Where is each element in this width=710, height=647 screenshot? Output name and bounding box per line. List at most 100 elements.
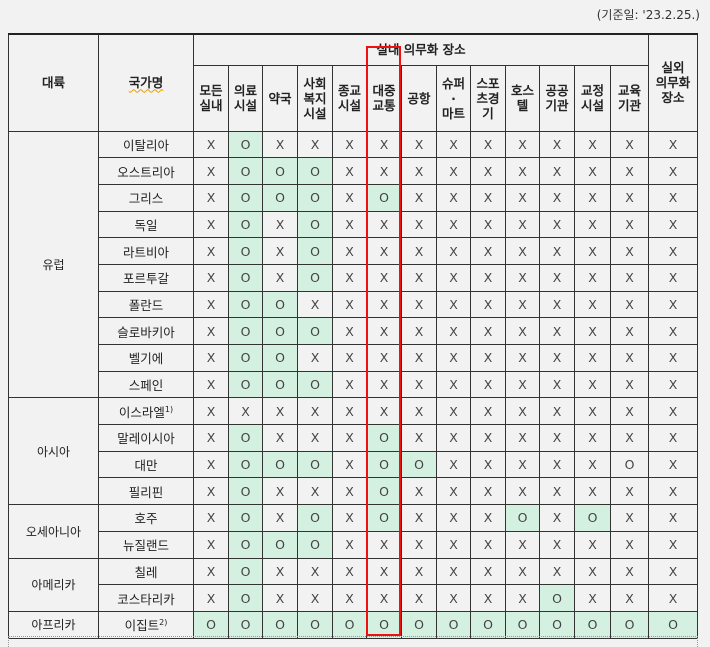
mandate-cell: X <box>436 290 471 319</box>
mandate-cell: X <box>648 183 698 212</box>
country-cell: 슬로바키아 <box>98 317 194 345</box>
mandate-cell: X <box>332 157 367 185</box>
header-continent: 대륙 <box>8 33 99 132</box>
mandate-cell: O <box>262 450 298 479</box>
mandate-cell: X <box>193 584 229 612</box>
mandate-cell: X <box>262 504 298 532</box>
mandate-cell: O <box>297 183 333 212</box>
mandate-cell: X <box>539 557 575 586</box>
mandate-cell: X <box>332 397 367 426</box>
mandate-cell: X <box>505 557 540 586</box>
mandate-cell: X <box>574 370 611 399</box>
mandate-cell: X <box>505 290 540 319</box>
mandate-cell: X <box>574 477 611 506</box>
mandate-cell: X <box>262 237 298 265</box>
mandate-cell: X <box>436 237 471 265</box>
mandate-cell: X <box>539 344 575 372</box>
mandate-cell: X <box>262 424 298 452</box>
mandate-cell: X <box>610 504 649 532</box>
mandate-cell: O <box>366 477 402 506</box>
mandate-cell: O <box>228 157 263 185</box>
mandate-cell: O <box>228 290 263 319</box>
mandate-cell: O <box>297 157 333 185</box>
mandate-cell: X <box>574 210 611 239</box>
mandate-cell: X <box>193 344 229 372</box>
mandate-cell: X <box>366 370 402 399</box>
mandate-cell: X <box>332 504 367 532</box>
mandate-cell: O <box>505 610 540 639</box>
mandate-cell: X <box>436 183 471 212</box>
mandate-cell: O <box>539 610 575 639</box>
continent-cell: 아메리카 <box>8 557 99 612</box>
mandate-cell: X <box>401 210 437 239</box>
mask-mandate-table: 대륙 국가명 실내 의무화 장소 실외 의무화 장소 모든 실내 의료 시설 약국 사회 복지 시… <box>8 33 698 639</box>
mandate-cell: X <box>470 424 506 452</box>
mandate-cell: X <box>193 290 229 319</box>
mandate-cell: X <box>436 397 471 426</box>
mandate-cell: X <box>366 317 402 345</box>
header-indoor-group: 실내 의무화 장소 <box>193 33 649 66</box>
mandate-cell: X <box>648 210 698 239</box>
mandate-cell: X <box>366 210 402 239</box>
header-column-6: 공항 <box>401 64 437 132</box>
mandate-cell: X <box>436 477 471 506</box>
mandate-cell: X <box>539 290 575 319</box>
mandate-cell: X <box>539 317 575 345</box>
mandate-cell: X <box>539 424 575 452</box>
mandate-cell: X <box>366 157 402 185</box>
mandate-cell: X <box>505 157 540 185</box>
mandate-cell: X <box>470 290 506 319</box>
mandate-cell: X <box>193 397 229 426</box>
mandate-cell: X <box>193 130 229 159</box>
mandate-cell: O <box>539 584 575 612</box>
mandate-cell: X <box>193 210 229 239</box>
mandate-cell: O <box>401 450 437 479</box>
table-row: 독일 X O X O X X X X X X X X X X <box>9 210 698 239</box>
mandate-cell: O <box>228 584 263 612</box>
mandate-cell: X <box>332 263 367 292</box>
mandate-cell: X <box>648 263 698 292</box>
mandate-cell: X <box>539 130 575 159</box>
mandate-cell: X <box>332 557 367 586</box>
mandate-cell: X <box>505 344 540 372</box>
mandate-cell: X <box>436 317 471 345</box>
country-cell: 이집트2) <box>98 610 194 639</box>
table-row: 라트비아 X O X O X X X X X X X X X X <box>9 237 698 265</box>
mandate-cell: O <box>366 504 402 532</box>
country-cell: 코스타리카 <box>98 584 194 612</box>
mandate-cell: X <box>193 530 229 559</box>
country-cell: 말레이시아 <box>98 424 194 452</box>
mandate-cell: O <box>228 130 263 159</box>
table-row: 필리핀 X O X X X O X X X X X X X X <box>9 477 698 506</box>
table-row: 그리스 X O O O X O X X X X X X X X <box>9 183 698 212</box>
mandate-cell: O <box>228 450 263 479</box>
mandate-cell: O <box>262 370 298 399</box>
mandate-cell: X <box>436 263 471 292</box>
mandate-cell: O <box>228 557 263 586</box>
mandate-cell: X <box>470 504 506 532</box>
header-column-10: 공공 기관 <box>539 64 575 132</box>
mandate-cell: X <box>193 237 229 265</box>
mandate-cell: X <box>366 557 402 586</box>
mandate-cell: X <box>401 263 437 292</box>
country-cell: 뉴질랜드 <box>98 530 194 559</box>
mandate-cell: X <box>470 317 506 345</box>
mandate-cell: X <box>436 157 471 185</box>
table-row: 아프리카 이집트2) O O O O O O O O O O O O O O <box>8 610 698 639</box>
mandate-cell: X <box>436 450 471 479</box>
mandate-cell: X <box>610 557 649 586</box>
mandate-cell: X <box>539 450 575 479</box>
mandate-cell: X <box>470 397 506 426</box>
mandate-cell: X <box>436 424 471 452</box>
table-row: 유럽 이탈리아 X O X X X X X X X X X X X X <box>8 130 698 399</box>
mandate-cell: X <box>648 530 698 559</box>
mandate-cell: O <box>262 183 298 212</box>
mandate-cell: O <box>332 610 367 639</box>
table-row: 폴란드 X O O X X X X X X X X X X X <box>9 290 698 319</box>
mandate-cell: X <box>505 317 540 345</box>
table-row: 오스트리아 X O O O X X X X X X X X X X <box>9 157 698 185</box>
mandate-cell: O <box>228 504 263 532</box>
mandate-cell: X <box>539 210 575 239</box>
mandate-cell: X <box>574 130 611 159</box>
mandate-cell: X <box>366 530 402 559</box>
